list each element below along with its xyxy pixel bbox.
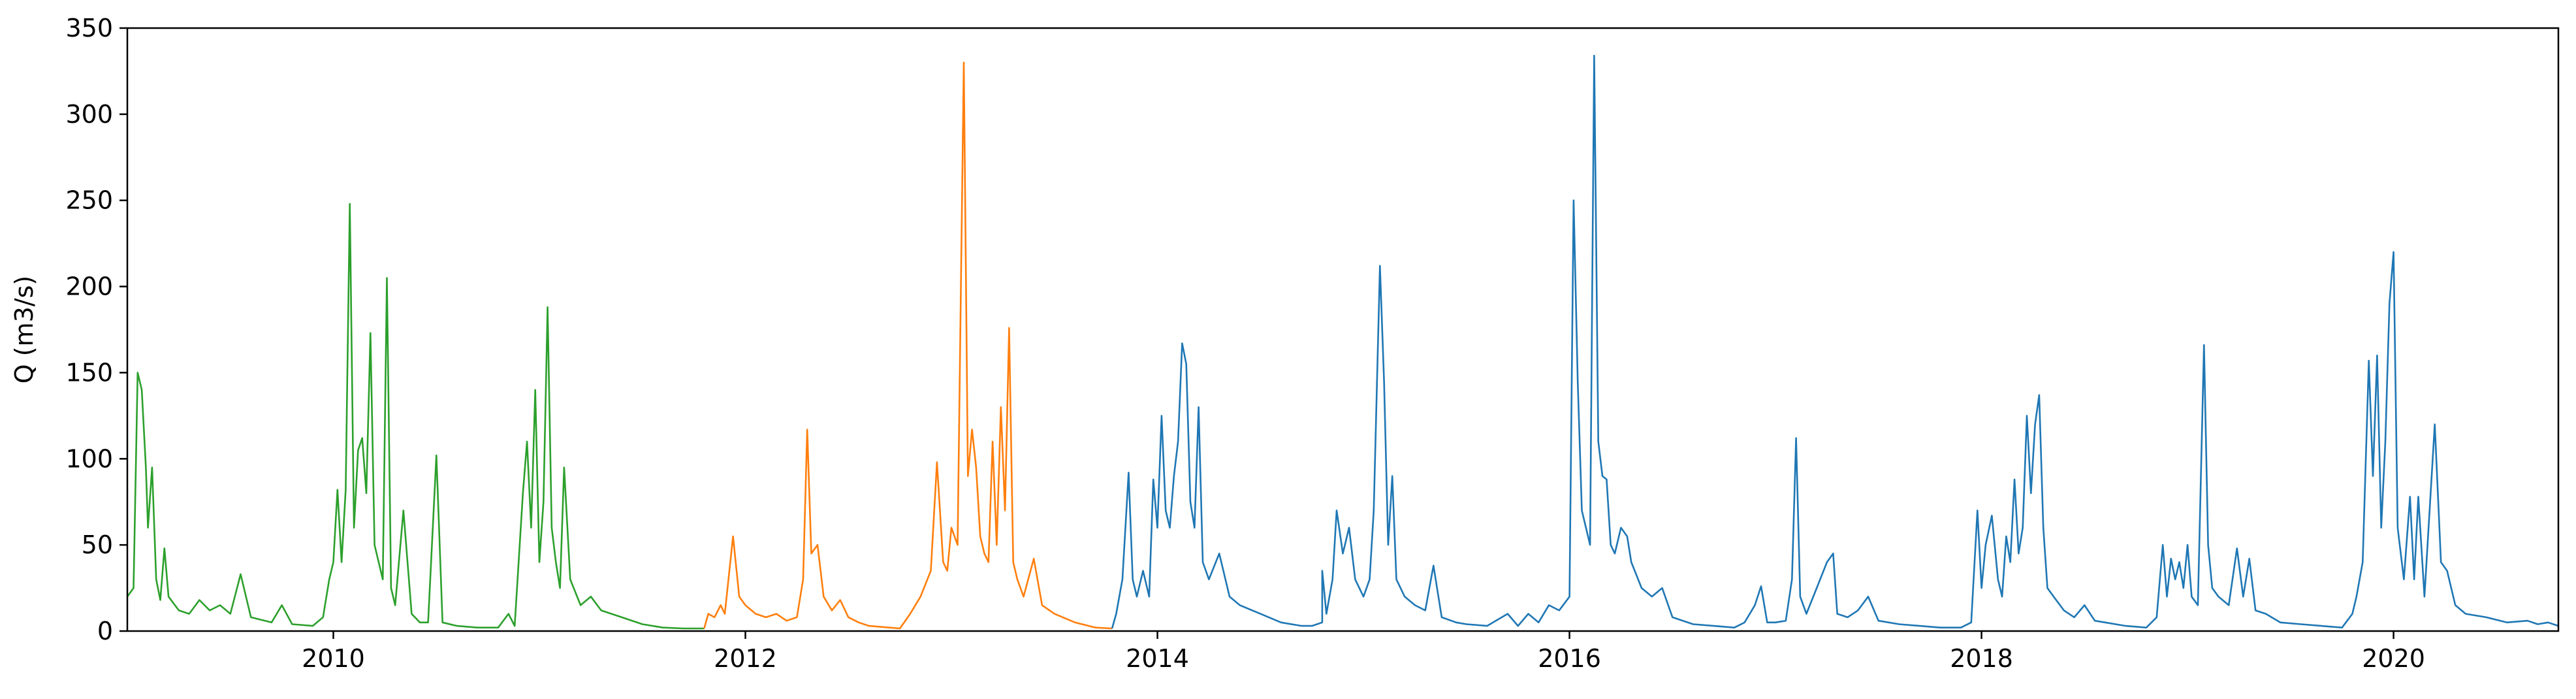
series-layer (126, 54, 2559, 630)
y-axis-label: Q (m3/s) (10, 276, 39, 383)
x-tick-label: 2016 (1538, 644, 1601, 673)
y-tick-label: 150 (65, 358, 113, 387)
plot-frame (126, 27, 2560, 632)
y-tick-label: 300 (65, 100, 113, 129)
x-tick-label: 2012 (714, 644, 777, 673)
series-line-3 (1111, 54, 2559, 629)
series-line-2 (703, 61, 1113, 630)
y-tick-label: 250 (65, 186, 113, 215)
y-tick-label: 350 (65, 14, 113, 42)
y-tick-label: 0 (97, 617, 113, 645)
x-tick-label: 2010 (302, 644, 365, 673)
y-axis: 0 50 100 150 200 250 300 350 (65, 14, 127, 645)
y-tick-label: 200 (65, 272, 113, 301)
series-line-1 (126, 203, 705, 630)
y-tick-label: 50 (82, 530, 113, 559)
x-tick-label: 2018 (1950, 644, 2013, 673)
x-tick-label: 2014 (1126, 644, 1189, 673)
x-tick-label: 2020 (2362, 644, 2425, 673)
x-axis: 2010 2012 2014 2016 2018 2020 (302, 631, 2425, 673)
y-tick-label: 100 (65, 444, 113, 473)
